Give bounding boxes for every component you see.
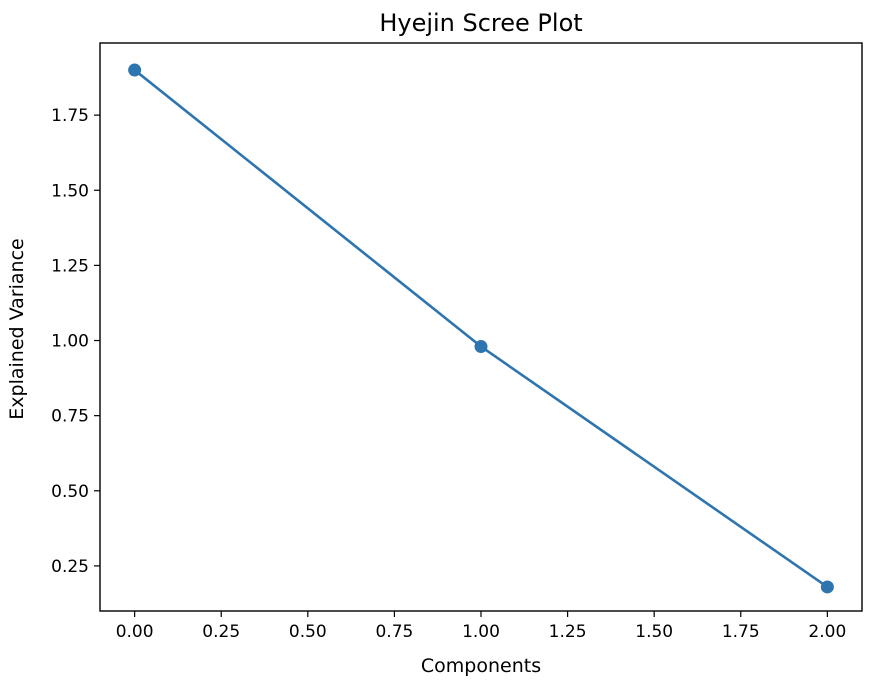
- y-tick-label: 1.50: [51, 181, 89, 201]
- x-axis: 0.00 0.25 0.50 0.75 1.00 1.25 1.50 1.75 2.00: [116, 611, 846, 642]
- y-tick-label: 1.00: [51, 332, 89, 352]
- x-tick-label: 0.75: [375, 622, 413, 642]
- data-point: [820, 580, 834, 594]
- x-tick-label: 1.75: [722, 622, 760, 642]
- x-tick-label: 1.00: [462, 622, 500, 642]
- series-layer: [128, 63, 834, 594]
- x-axis-label: Components: [421, 655, 541, 677]
- data-point: [474, 340, 488, 354]
- plot-frame: [99, 42, 863, 612]
- y-tick-label: 1.75: [51, 106, 89, 126]
- plot-area: 0.00 0.25 0.50 0.75 1.00 1.25 1.50 1.75 2.00 0.2…: [51, 42, 863, 642]
- x-tick-label: 1.50: [635, 622, 673, 642]
- x-tick-label: 0.00: [116, 622, 154, 642]
- y-tick-label: 0.75: [51, 407, 89, 427]
- series-line: [133, 69, 829, 589]
- x-tick-label: 0.50: [289, 622, 327, 642]
- x-tick-label: 2.00: [808, 622, 846, 642]
- chart-title: Hyejin Scree Plot: [379, 9, 582, 37]
- y-axis: 0.25 0.50 0.75 1.00 1.25 1.50 1.75: [51, 106, 100, 577]
- y-axis-label: Explained Variance: [6, 238, 28, 419]
- x-tick-label: 1.25: [549, 622, 587, 642]
- y-tick-label: 0.25: [51, 557, 89, 577]
- data-point: [128, 63, 142, 77]
- x-tick-label: 0.25: [202, 622, 240, 642]
- y-tick-label: 0.50: [51, 482, 89, 502]
- y-tick-label: 1.25: [51, 256, 89, 276]
